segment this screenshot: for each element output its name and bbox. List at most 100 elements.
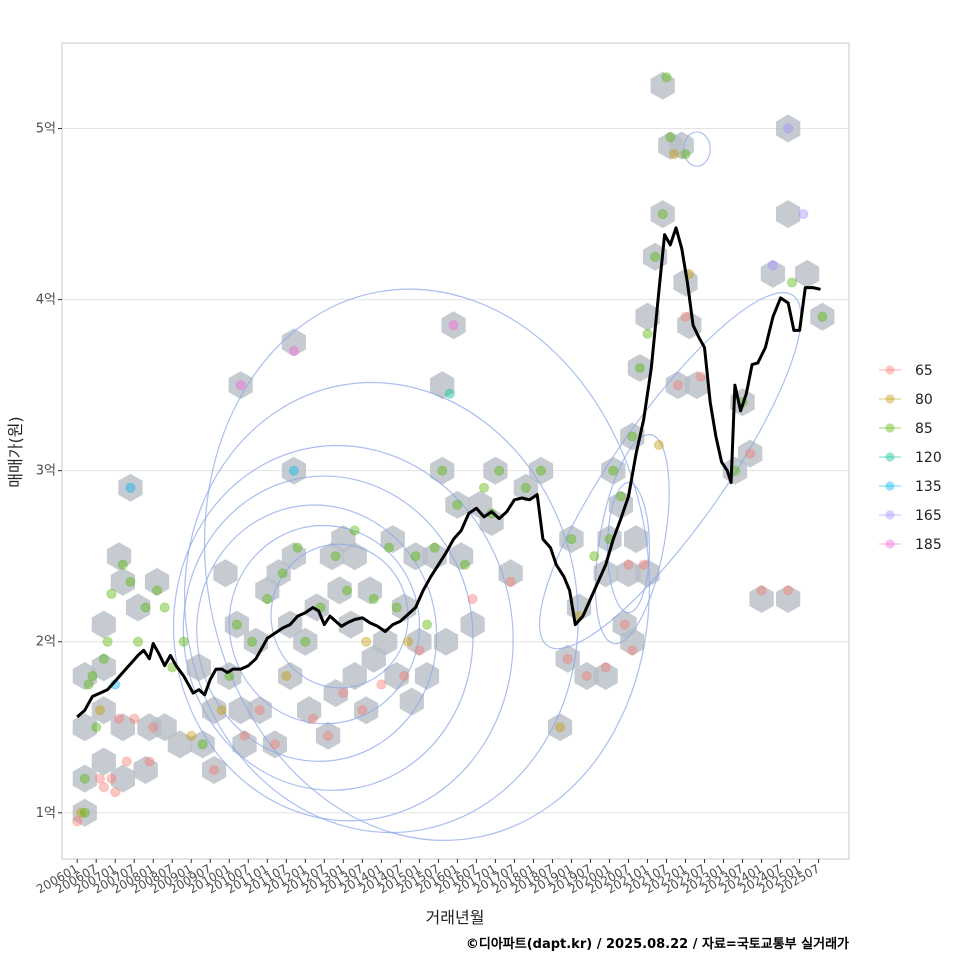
data-point (94, 705, 106, 716)
hex-cell (433, 627, 459, 656)
density-contour (182, 475, 474, 791)
hex-cell (278, 662, 303, 690)
data-point (79, 807, 90, 818)
hex-cell (357, 576, 383, 605)
data-point (361, 636, 372, 647)
hex-cell (297, 696, 322, 725)
hex-cell (228, 696, 253, 725)
hex-cell (513, 473, 538, 502)
data-point (159, 602, 170, 613)
data-point (323, 730, 334, 741)
data-point (402, 636, 414, 647)
data-point (798, 208, 809, 220)
legend-label: 80 (915, 392, 933, 408)
data-point (383, 542, 395, 553)
density-contour (270, 543, 409, 689)
data-point (650, 251, 661, 262)
hex-cell (228, 371, 253, 400)
hex-cell (430, 371, 455, 400)
hex-cell (669, 131, 694, 160)
data-point (669, 149, 680, 160)
hex-cell (152, 713, 177, 742)
hex-cell (776, 585, 801, 613)
hex-cell (650, 200, 675, 229)
hex-cell (624, 525, 649, 554)
hex-cell (323, 679, 348, 708)
y-tick-label: 4억 (36, 293, 56, 308)
hex-cell (281, 542, 306, 571)
legend-key-point (885, 423, 895, 433)
hex-cell (281, 328, 306, 357)
data-point (132, 636, 144, 647)
trend-line (76, 226, 821, 719)
data-point (342, 585, 353, 596)
hex-cell (559, 525, 584, 554)
hex-cell (373, 627, 398, 656)
hex-cell (304, 593, 329, 622)
data-point (459, 559, 471, 570)
data-point (672, 380, 684, 391)
data-point (478, 482, 490, 493)
density-contour (606, 482, 650, 614)
hexbin-layer (72, 71, 835, 827)
hex-cell (110, 764, 135, 793)
data-point (817, 311, 828, 322)
y-axis-title: 매매가(원) (6, 416, 25, 487)
hex-cell (776, 200, 801, 229)
hex-cell (110, 713, 135, 742)
data-point (140, 602, 151, 613)
data-point (216, 705, 227, 716)
hex-cell (133, 756, 158, 784)
data-point (87, 670, 98, 682)
hex-cell (213, 559, 238, 588)
data-point (452, 499, 463, 510)
hex-cell (72, 713, 97, 742)
y-tick-label: 5억 (36, 122, 56, 137)
legend-key-point (885, 365, 895, 375)
data-point (239, 730, 250, 741)
data-point (399, 670, 410, 682)
data-point (554, 722, 566, 733)
density-contour (228, 524, 421, 725)
data-point (98, 653, 109, 664)
data-point (638, 559, 649, 570)
data-point (615, 491, 626, 502)
density-contour (203, 288, 651, 841)
data-point (75, 807, 87, 818)
data-point (121, 756, 132, 767)
data-point (623, 559, 634, 570)
hex-cell (627, 354, 652, 382)
data-point (494, 465, 505, 476)
legend-key-point (885, 394, 895, 404)
data-point (338, 687, 349, 699)
data-point (767, 260, 779, 271)
data-point (505, 576, 516, 587)
data-point (231, 619, 242, 630)
legend-key-point (885, 539, 895, 549)
data-point (83, 679, 94, 690)
legend-label: 135 (915, 479, 942, 495)
hex-cell (673, 268, 698, 297)
data-point (756, 585, 767, 596)
data-point (330, 551, 341, 562)
data-point (566, 534, 577, 545)
data-point (665, 131, 676, 143)
hex-cell (224, 610, 249, 639)
hex-cell (392, 593, 417, 622)
density-contour (183, 381, 579, 834)
data-point (117, 559, 128, 570)
density-contour (539, 292, 802, 650)
data-point (783, 123, 794, 134)
data-point (349, 525, 360, 536)
legend-key-point (885, 452, 895, 462)
data-point (467, 593, 478, 605)
data-point (391, 602, 402, 613)
data-point (129, 713, 140, 724)
data-point (72, 816, 83, 827)
data-point (444, 388, 455, 399)
hex-cell (106, 542, 132, 571)
data-point (653, 439, 665, 451)
data-point (695, 371, 706, 382)
hex-cell (384, 662, 409, 690)
hex-cell (547, 713, 573, 742)
